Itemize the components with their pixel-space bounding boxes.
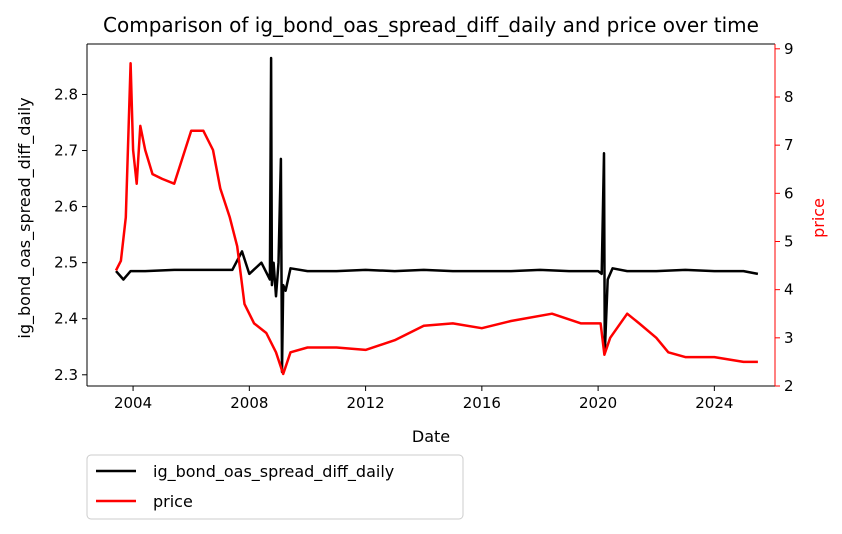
x-tick-label: 2020: [579, 394, 617, 412]
y-tick-label-right: 8: [784, 88, 794, 106]
legend-box: [86, 454, 464, 520]
y-axis-label-left: ig_bond_oas_spread_diff_daily: [15, 97, 35, 338]
x-tick-label: 2024: [695, 394, 733, 412]
y-tick-label-right: 9: [784, 40, 794, 58]
x-tick-label: 2016: [463, 394, 501, 412]
y-tick-label-right: 2: [784, 377, 794, 395]
y-tick-label-right: 5: [784, 232, 794, 250]
y-tick-label-left: 2.5: [54, 254, 78, 272]
chart-title: Comparison of ig_bond_oas_spread_diff_da…: [103, 13, 759, 37]
series-line-spread: [115, 56, 759, 374]
x-tick-label: 2004: [114, 394, 152, 412]
x-tick-label: 2008: [230, 394, 268, 412]
x-tick-label: 2012: [346, 394, 384, 412]
y-tick-label-right: 4: [784, 281, 794, 299]
y-tick-label-right: 3: [784, 329, 794, 347]
plot-area: [114, 56, 759, 376]
y-axis-label-right: price: [809, 198, 828, 238]
legend: ig_bond_oas_spread_diff_daily price: [86, 454, 464, 520]
series-line-price: [114, 62, 758, 376]
axes: 2004 2008 2012 2016 2020 2024 2.3 2.4 2.5 2.6 2.7 2…: [54, 40, 793, 412]
y-tick-label-left: 2.8: [54, 85, 78, 103]
legend-label-price: price: [153, 492, 193, 511]
y-tick-label-left: 2.4: [54, 310, 78, 328]
legend-label-spread: ig_bond_oas_spread_diff_daily: [153, 462, 394, 482]
y-tick-label-right: 7: [784, 136, 794, 154]
y-tick-label-left: 2.6: [54, 198, 78, 216]
y-tick-label-left: 2.7: [54, 142, 78, 160]
y-tick-label-left: 2.3: [54, 366, 78, 384]
y-tick-label-right: 6: [784, 184, 794, 202]
x-axis-label: Date: [412, 427, 450, 446]
